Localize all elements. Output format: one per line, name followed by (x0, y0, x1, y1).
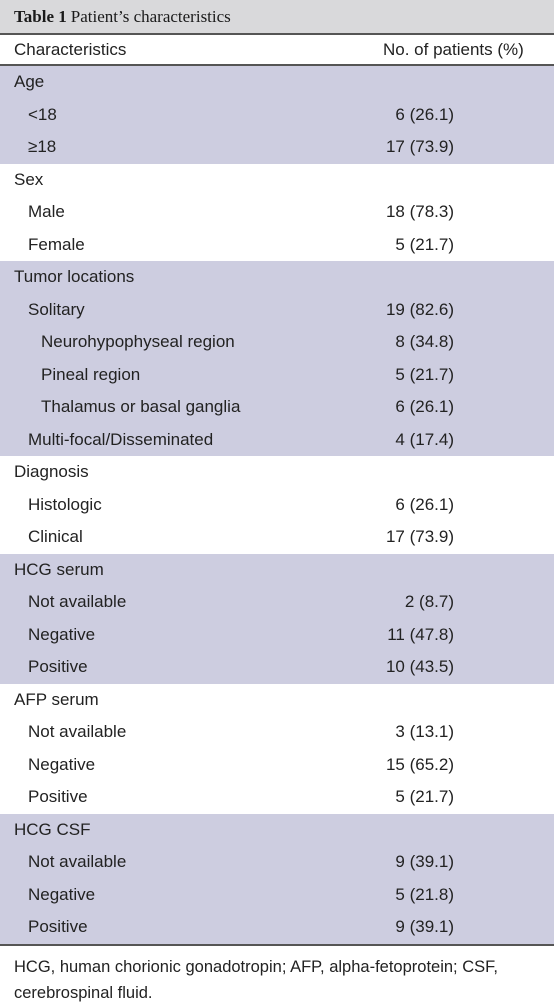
group-header-row: Age (0, 66, 554, 99)
table-header: Characteristics No. of patients (%) (0, 33, 554, 66)
table-row: Not available 9 (39.1) (0, 846, 554, 879)
group-label: HCG serum (14, 559, 104, 579)
row-value: 18 (78.3) (385, 202, 454, 222)
row-label: Not available (28, 852, 127, 872)
header-patients: No. of patients (%) (383, 39, 524, 59)
group-header-row: HCG serum (0, 553, 554, 586)
row-value: 5 (21.8) (395, 884, 454, 904)
group-header-row: AFP serum (0, 683, 554, 716)
table-row: Not available 3 (13.1) (0, 716, 554, 749)
row-label: Solitary (28, 299, 85, 319)
table-row: Positive 10 (43.5) (0, 651, 554, 684)
row-value: 5 (21.7) (395, 787, 454, 807)
group-label: Sex (14, 169, 44, 189)
row-label: Neurohypophyseal region (41, 332, 235, 352)
table-number: Table 1 (14, 7, 67, 26)
table-row: <18 6 (26.1) (0, 98, 554, 131)
table-row: Solitary 19 (82.6) (0, 293, 554, 326)
table-title: Patient’s characteristics (70, 7, 231, 26)
row-label: ≥18 (28, 137, 57, 157)
table-row: Not available 2 (8.7) (0, 586, 554, 619)
row-value: 9 (39.1) (395, 917, 454, 937)
table-footnote: HCG, human chorionic gonadotropin; AFP, … (0, 943, 554, 1006)
row-value: 8 (34.8) (395, 332, 454, 352)
row-label: Multi-focal/Disseminated (28, 429, 214, 449)
row-label: Female (28, 234, 85, 254)
row-label: Not available (28, 592, 127, 612)
table-row: Pineal region 5 (21.7) (0, 358, 554, 391)
table-row: Male 18 (78.3) (0, 196, 554, 229)
table-title-bar: Table 1 Patient’s characteristics (0, 0, 554, 33)
row-label: Not available (28, 722, 127, 742)
table-row: Negative 15 (65.2) (0, 748, 554, 781)
row-label: Clinical (28, 527, 83, 547)
group-label: AFP serum (14, 689, 99, 709)
row-value: 17 (73.9) (385, 527, 454, 547)
table-row: Positive 9 (39.1) (0, 911, 554, 944)
row-label: Negative (28, 884, 96, 904)
group-label: Tumor locations (14, 267, 135, 287)
row-value: 19 (82.6) (385, 299, 454, 319)
table-body: Age <18 6 (26.1) ≥18 17 (73.9) Sex Male 18 (78.… (0, 66, 554, 944)
table-row: Multi-focal/Disseminated 4 (17.4) (0, 423, 554, 456)
row-value: 6 (26.1) (395, 494, 454, 514)
table-row: Negative 11 (47.8) (0, 618, 554, 651)
table-row: Thalamus or basal ganglia 6 (26.1) (0, 391, 554, 424)
row-value: 5 (21.7) (395, 234, 454, 254)
table-row: Negative 5 (21.8) (0, 878, 554, 911)
row-label: Positive (28, 917, 88, 937)
row-label: <18 (28, 104, 57, 124)
group-header-row: HCG CSF (0, 813, 554, 846)
table-row: Neurohypophyseal region 8 (34.8) (0, 326, 554, 359)
group-header-row: Diagnosis (0, 456, 554, 489)
table-row: Female 5 (21.7) (0, 228, 554, 261)
row-value: 15 (65.2) (385, 754, 454, 774)
header-characteristics: Characteristics (14, 39, 127, 59)
row-label: Negative (28, 754, 96, 774)
row-value: 6 (26.1) (395, 397, 454, 417)
row-value: 6 (26.1) (395, 104, 454, 124)
row-label: Thalamus or basal ganglia (41, 397, 241, 417)
row-label: Pineal region (41, 364, 141, 384)
row-label: Histologic (28, 494, 102, 514)
row-value: 3 (13.1) (395, 722, 454, 742)
row-label: Male (28, 202, 65, 222)
group-label: Age (14, 72, 45, 92)
row-value: 10 (43.5) (385, 657, 454, 677)
row-value: 5 (21.7) (395, 364, 454, 384)
group-header-row: Tumor locations (0, 261, 554, 294)
table-row: Positive 5 (21.7) (0, 781, 554, 814)
group-header-row: Sex (0, 163, 554, 196)
row-value: 9 (39.1) (395, 852, 454, 872)
group-label: HCG CSF (14, 819, 91, 839)
row-value: 4 (17.4) (395, 429, 454, 449)
row-label: Negative (28, 624, 96, 644)
table-row: ≥18 17 (73.9) (0, 131, 554, 164)
row-value: 11 (47.8) (387, 624, 454, 644)
row-label: Positive (28, 787, 88, 807)
row-label: Positive (28, 657, 88, 677)
table-row: Clinical 17 (73.9) (0, 521, 554, 554)
group-label: Diagnosis (14, 462, 89, 482)
table-row: Histologic 6 (26.1) (0, 488, 554, 521)
row-value: 17 (73.9) (385, 137, 454, 157)
row-value: 2 (8.7) (404, 592, 454, 612)
